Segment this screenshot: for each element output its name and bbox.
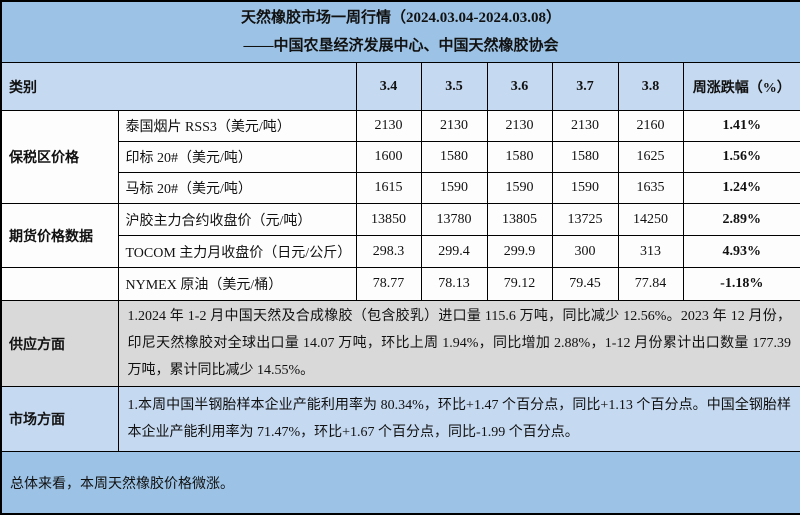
cell-tocom-d4: 300 [551,235,619,269]
cell-indo-std20-d3: 1580 [486,141,553,174]
cell-indo-std20-d2: 1580 [420,141,488,174]
cell-thai-rss3-d2: 2130 [420,110,488,143]
column-header-weekly-change: 周涨跌幅（%） [682,62,800,112]
cell-tocom-change: 4.93% [682,235,800,269]
cell-shfe-d1: 13850 [355,203,422,237]
cell-nymex-change: -1.18% [682,267,800,302]
supply-paragraph: 1.2024 年 1-2 月中国天然及合成橡胶（包含胶乳）进口量 115.6 万… [117,300,800,388]
cell-indo-std20-d4: 1580 [551,141,619,174]
cell-thai-rss3-d3: 2130 [486,110,553,143]
cell-thai-rss3-d4: 2130 [551,110,619,143]
column-header-date-5: 3.8 [617,62,684,112]
column-header-date-4: 3.7 [551,62,619,112]
cell-malay-std20-change: 1.24% [682,172,800,205]
cell-shfe-d3: 13805 [486,203,553,237]
row-group-supply: 供应方面 [0,300,119,388]
cell-shfe-change: 2.89% [682,203,800,237]
cell-malay-std20-d2: 1590 [420,172,488,205]
cell-thai-rss3-d1: 2130 [355,110,422,143]
cell-malay-std20-d3: 1590 [486,172,553,205]
table-row: 印标 20#（美元/吨） 1600 1580 1580 1580 1625 1.… [1,141,800,174]
cell-tocom-d1: 298.3 [355,235,422,269]
column-header-category: 类别 [0,62,357,112]
cell-tocom-d5: 313 [617,235,684,269]
column-header-date-2: 3.5 [420,62,488,112]
cell-nymex-d3: 79.12 [486,267,553,302]
cell-thai-rss3-change: 1.41% [682,110,800,143]
cell-indo-std20-change: 1.56% [682,141,800,174]
cell-indo-std20-d5: 1625 [617,141,684,174]
cell-shfe-d5: 14250 [617,203,684,237]
table-row: NYMEX 原油（美元/桶） 78.77 78.13 79.12 79.45 7… [0,267,800,302]
cell-nymex-d5: 77.84 [617,267,684,302]
cell-thai-rss3-d5: 2160 [617,110,684,143]
cell-tocom-d2: 299.4 [420,235,488,269]
cell-shfe-d4: 13725 [551,203,619,237]
row-group-bonded-zone-prices: 保税区价格 [0,110,119,205]
row-label-shfe-rubber: 沪胶主力合约收盘价（元/吨） [117,203,357,237]
table-row: TOCOM 主力月收盘价（日元/公斤） 298.3 299.4 299.9 30… [1,235,800,269]
row-label-nymex-crude: NYMEX 原油（美元/桶） [117,267,357,302]
row-group-market: 市场方面 [0,386,119,453]
cell-malay-std20-d4: 1590 [551,172,619,205]
page-subtitle: ——中国农垦经济发展中心、中国天然橡胶协会 [243,38,559,55]
cell-shfe-d2: 13780 [420,203,488,237]
column-header-date-3: 3.6 [486,62,553,112]
cell-tocom-d3: 299.9 [486,235,553,269]
column-header-date-1: 3.4 [355,62,422,112]
row-label-thai-rss3: 泰国烟片 RSS3（美元/吨） [117,110,357,143]
row-label-indo-std20: 印标 20#（美元/吨） [117,141,357,174]
row-label-malay-std20: 马标 20#（美元/吨） [117,172,357,205]
cell-malay-std20-d1: 1615 [355,172,422,205]
title-cell: 天然橡胶市场一周行情（2024.03.04-2024.03.08） ——中国农垦… [0,0,800,64]
row-group-empty [0,267,119,302]
cell-nymex-d1: 78.77 [355,267,422,302]
cell-nymex-d4: 79.45 [551,267,619,302]
cell-indo-std20-d1: 1600 [355,141,422,174]
cell-malay-std20-d5: 1635 [617,172,684,205]
table-row: 马标 20#（美元/吨） 1615 1590 1590 1590 1635 1.… [1,172,800,205]
table-row: 期货价格数据 沪胶主力合约收盘价（元/吨） 13850 13780 13805 … [0,203,800,269]
table-row: 保税区价格 泰国烟片 RSS3（美元/吨） 2130 2130 2130 213… [0,110,800,205]
cell-nymex-d2: 78.13 [420,267,488,302]
page-title: 天然橡胶市场一周行情（2024.03.04-2024.03.08） [241,10,561,27]
row-label-tocom-rubber: TOCOM 主力月收盘价（日元/公斤） [117,235,357,269]
row-group-futures-prices: 期货价格数据 [0,203,119,269]
market-paragraph: 1.本周中国半钢胎样本企业产能利用率为 80.34%，环比+1.47 个百分点，… [117,386,800,453]
summary-text: 总体来看，本周天然橡胶价格微涨。 [0,451,800,515]
